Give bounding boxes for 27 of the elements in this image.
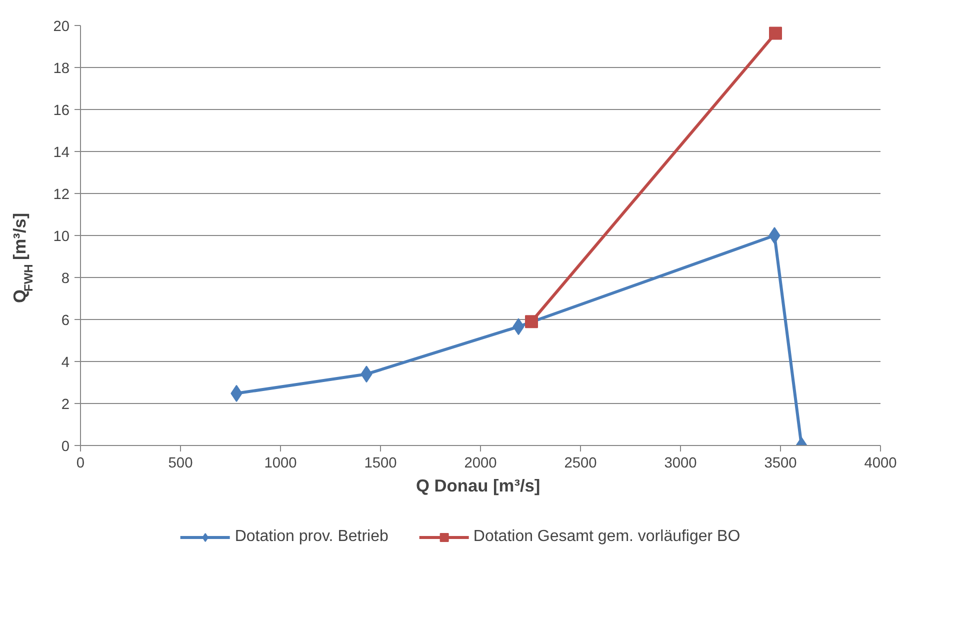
y-tick-label: 8 xyxy=(61,271,70,287)
x-tick-label: 1000 xyxy=(264,456,297,472)
point xyxy=(768,227,780,244)
y-tick-label: 14 xyxy=(53,145,70,161)
point xyxy=(525,315,538,328)
x-tick-label: 500 xyxy=(168,456,193,472)
x-tick-label: 4000 xyxy=(864,456,897,472)
x-tick-label: 2500 xyxy=(564,456,597,472)
x-tick-label: 3000 xyxy=(664,456,697,472)
y-axis-title: QFWH [m³/s] xyxy=(10,212,36,303)
x-tick-label: 1500 xyxy=(364,456,397,472)
y-tick-label: 0 xyxy=(61,439,70,455)
legend-label: Dotation Gesamt gem. vorläufiger BO xyxy=(473,528,740,546)
y-tick-label: 20 xyxy=(53,19,70,35)
x-tick-label: 2000 xyxy=(464,456,497,472)
y-tick-label: 6 xyxy=(61,313,70,329)
y-tick-label: 18 xyxy=(53,61,70,77)
x-axis-title: Q Donau [m³/s] xyxy=(416,476,540,496)
x-tick-label: 3500 xyxy=(764,456,797,472)
y-tick-label: 4 xyxy=(61,355,70,371)
y-tick-label: 10 xyxy=(53,229,70,245)
legend-label: Dotation prov. Betrieb xyxy=(234,528,388,546)
y-tick-label: 16 xyxy=(53,103,70,119)
point xyxy=(769,26,782,40)
y-tick-label: 12 xyxy=(53,187,70,203)
x-tick-label: 0 xyxy=(76,456,85,472)
y-tick-label: 2 xyxy=(61,397,70,413)
